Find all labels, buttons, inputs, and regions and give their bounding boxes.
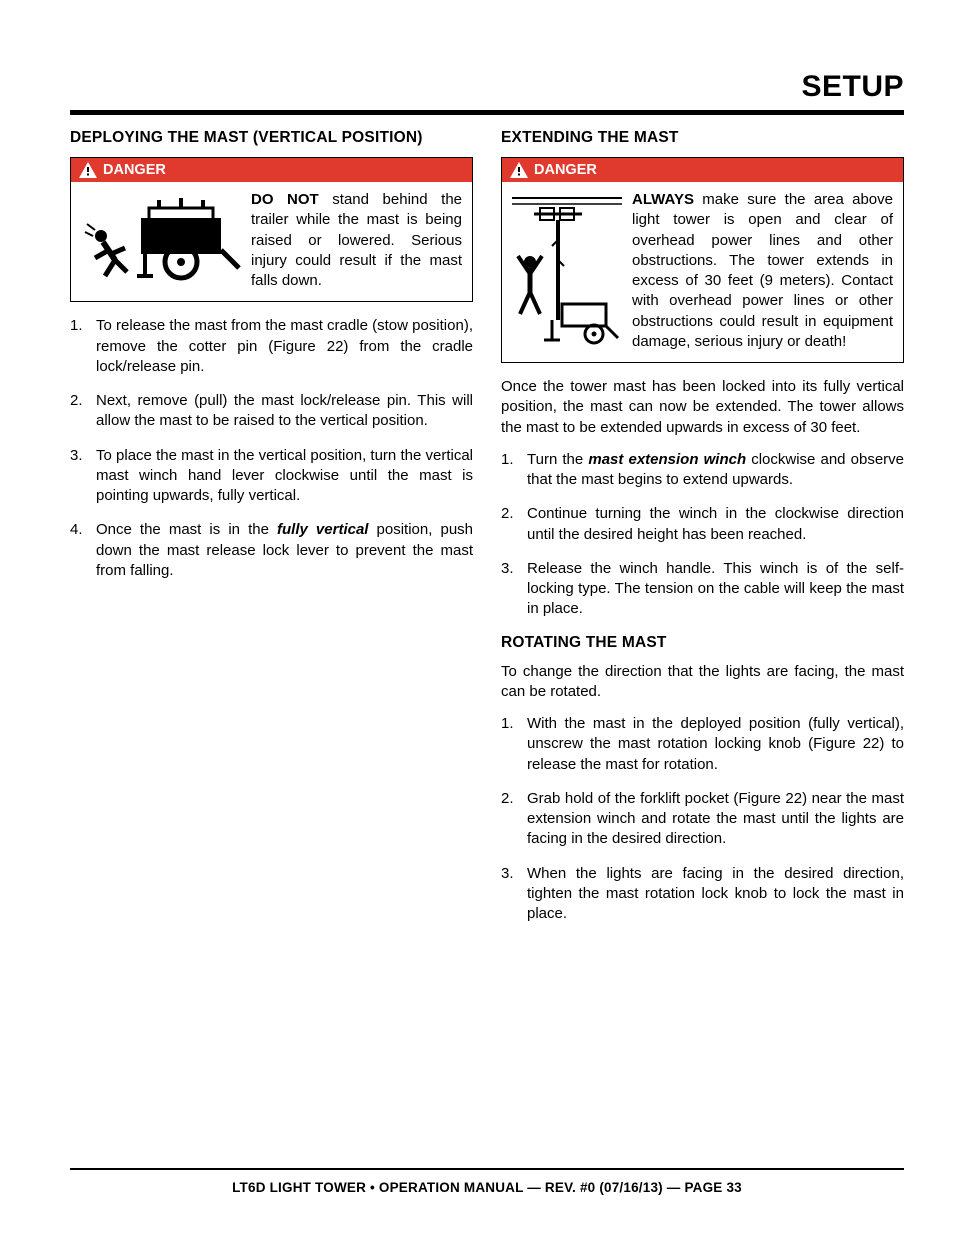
danger-lead: DO NOT bbox=[251, 191, 319, 208]
warning-triangle-icon bbox=[510, 162, 528, 178]
danger-lead: ALWAYS bbox=[632, 191, 694, 208]
list-item: To release the mast from the mast cradle… bbox=[70, 316, 473, 377]
heading-deploying-mast: DEPLOYING THE MAST (VERTICAL POSITION) bbox=[70, 129, 473, 147]
step4-pre: Once the mast is in the bbox=[96, 521, 277, 538]
step1-pre: Turn the bbox=[527, 451, 588, 468]
step1-emphasis: mast extension winch bbox=[588, 451, 746, 468]
trailer-fall-hazard-icon bbox=[81, 190, 241, 290]
light-tower-overhead-hazard-icon bbox=[512, 190, 622, 350]
danger-text-deploying: DO NOT stand behind the trailer while th… bbox=[251, 190, 462, 291]
list-item: Release the winch handle. This winch is … bbox=[501, 559, 904, 620]
warning-triangle-icon bbox=[79, 162, 97, 178]
danger-header: DANGER bbox=[502, 158, 903, 182]
top-rule bbox=[70, 110, 904, 115]
content-columns: DEPLOYING THE MAST (VERTICAL POSITION) D… bbox=[70, 129, 904, 938]
danger-body: DO NOT stand behind the trailer while th… bbox=[71, 182, 472, 301]
rotating-intro: To change the direction that the lights … bbox=[501, 662, 904, 703]
danger-label: DANGER bbox=[534, 162, 597, 178]
step4-emphasis: fully vertical bbox=[277, 521, 368, 538]
list-item: Grab hold of the forklift pocket (Figure… bbox=[501, 789, 904, 850]
heading-extending-mast: EXTENDING THE MAST bbox=[501, 129, 904, 147]
heading-rotating-mast: ROTATING THE MAST bbox=[501, 634, 904, 652]
rotating-steps: With the mast in the deployed position (… bbox=[501, 714, 904, 924]
page-footer: LT6D LIGHT TOWER • OPERATION MANUAL — RE… bbox=[70, 1168, 904, 1195]
page-title: SETUP bbox=[70, 70, 904, 104]
extending-intro: Once the tower mast has been locked into… bbox=[501, 377, 904, 438]
footer-text: LT6D LIGHT TOWER • OPERATION MANUAL — RE… bbox=[70, 1180, 904, 1195]
deploying-steps: To release the mast from the mast cradle… bbox=[70, 316, 473, 581]
danger-box-deploying: DANGER bbox=[70, 157, 473, 302]
danger-rest: make sure the area above light tower is … bbox=[632, 191, 893, 350]
list-item: Once the mast is in the fully vertical p… bbox=[70, 520, 473, 581]
list-item: Turn the mast extension winch clockwise … bbox=[501, 450, 904, 491]
bottom-rule bbox=[70, 1168, 904, 1170]
list-item: To place the mast in the vertical positi… bbox=[70, 446, 473, 507]
left-column: DEPLOYING THE MAST (VERTICAL POSITION) D… bbox=[70, 129, 473, 938]
list-item: With the mast in the deployed position (… bbox=[501, 714, 904, 775]
danger-label: DANGER bbox=[103, 162, 166, 178]
danger-body: ALWAYS make sure the area above light to… bbox=[502, 182, 903, 362]
danger-text-extending: ALWAYS make sure the area above light to… bbox=[632, 190, 893, 352]
list-item: When the lights are facing in the desire… bbox=[501, 864, 904, 925]
danger-header: DANGER bbox=[71, 158, 472, 182]
danger-box-extending: DANGER bbox=[501, 157, 904, 363]
extending-steps: Turn the mast extension winch clockwise … bbox=[501, 450, 904, 620]
list-item: Next, remove (pull) the mast lock/releas… bbox=[70, 391, 473, 432]
right-column: EXTENDING THE MAST DANGER bbox=[501, 129, 904, 938]
list-item: Continue turning the winch in the clockw… bbox=[501, 504, 904, 545]
